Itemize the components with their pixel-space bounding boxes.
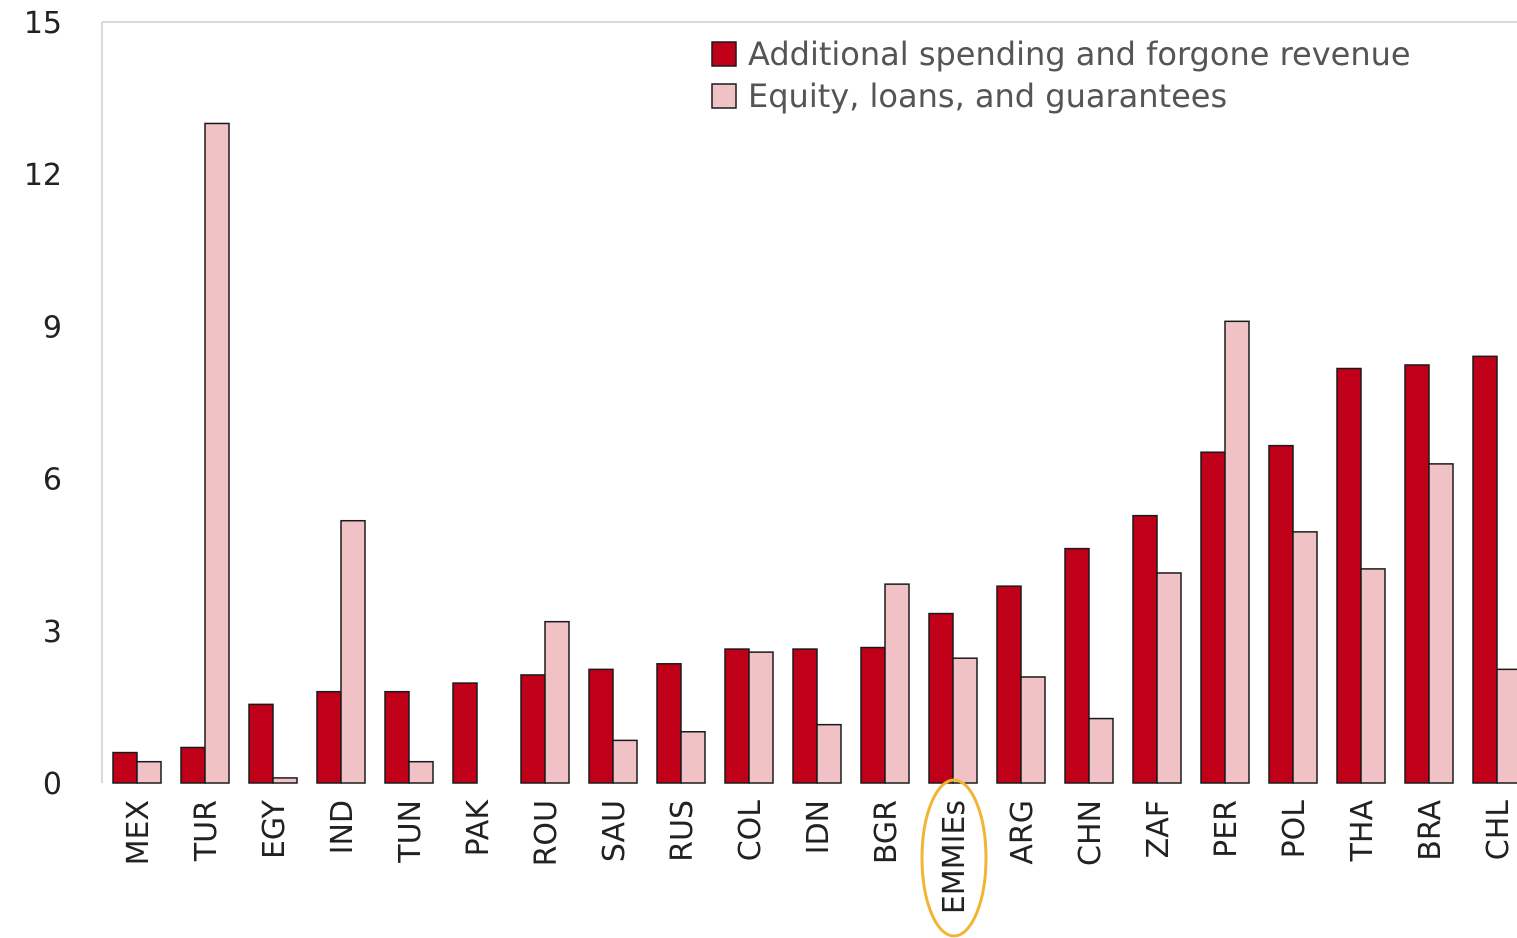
highlight-ellipse [920, 778, 988, 938]
x-tick-label-rus: RUS [665, 800, 700, 862]
bar-spending-per [1200, 451, 1226, 784]
y-tick-label: 0 [43, 767, 62, 802]
bar-spending-pol [1268, 444, 1294, 784]
x-tick-label-col: COL [733, 800, 768, 862]
bar-equity-emmies [952, 657, 978, 784]
x-tick-label-tur: TUR [189, 800, 224, 862]
bar-equity-col [748, 651, 774, 784]
bar-equity-arg [1020, 676, 1046, 784]
bar-spending-tun [384, 690, 410, 784]
y-tick-label: 15 [24, 6, 62, 41]
x-tick-label-mex: MEX [121, 800, 156, 865]
bar-equity-sau [612, 739, 638, 784]
legend-label-spending: Additional spending and forgone revenue [748, 35, 1411, 73]
bar-spending-chl [1472, 355, 1498, 784]
y-tick-label: 9 [43, 310, 62, 345]
bar-equity-pol [1292, 531, 1318, 784]
plot-frame [101, 21, 1517, 783]
x-tick-label-emmies: EMMIEs [937, 800, 972, 914]
bar-spending-arg [996, 585, 1022, 784]
bar-spending-emmies [928, 612, 954, 784]
bar-equity-tha [1360, 568, 1386, 784]
bar-spending-mex [112, 751, 138, 784]
x-tick-label-egy: EGY [257, 799, 292, 859]
bar-equity-tur [204, 122, 230, 784]
bar-spending-sau [588, 668, 614, 784]
x-tick-label-ind: IND [325, 800, 360, 854]
bar-equity-bra [1428, 463, 1454, 784]
bar-spending-zaf [1132, 514, 1158, 784]
y-tick-label: 6 [43, 463, 62, 498]
x-tick-label-chn: CHN [1073, 800, 1108, 866]
bar-spending-egy [248, 703, 274, 784]
legend-swatch-spending [711, 41, 737, 67]
bar-equity-idn [816, 723, 842, 784]
legend-swatch-equity [711, 83, 737, 109]
bar-equity-ind [340, 519, 366, 784]
bar-spending-col [724, 648, 750, 784]
x-tick-label-pak: PAK [461, 799, 496, 857]
bar-spending-bra [1404, 364, 1430, 784]
bar-equity-chn [1088, 717, 1114, 784]
x-tick-label-chl: CHL [1481, 800, 1516, 861]
bar-spending-chn [1064, 547, 1090, 784]
legend-label-equity: Equity, loans, and guarantees [748, 77, 1227, 115]
bar-spending-tha [1336, 367, 1362, 784]
x-tick-label-sau: SAU [597, 800, 632, 862]
x-tick-label-idn: IDN [801, 800, 836, 854]
bar-equity-bgr [884, 583, 910, 784]
y-axis-ticks: 0 3 6 9 12 15 [24, 6, 62, 802]
x-tick-label-tha: THA [1345, 800, 1380, 863]
bar-equity-egy [272, 777, 298, 784]
x-tick-label-per: PER [1209, 800, 1244, 858]
bar-spending-rus [656, 663, 682, 784]
bar-spending-ind [316, 690, 342, 784]
bar-equity-chl [1496, 668, 1517, 784]
x-tick-label-bgr: BGR [869, 800, 904, 864]
x-tick-label-zaf: ZAF [1141, 800, 1176, 858]
bar-spending-rou [520, 674, 546, 784]
x-tick-label-tun: TUN [393, 800, 428, 864]
x-tick-label-rou: ROU [529, 800, 564, 866]
bars [112, 122, 1517, 784]
y-tick-label: 3 [43, 615, 62, 650]
bar-equity-rou [544, 620, 570, 784]
bar-spending-bgr [860, 646, 886, 784]
bar-equity-zaf [1156, 572, 1182, 784]
x-axis-labels: MEX TUR EGY IND TUN PAK ROU SAU RUS COL IDN BGR EMMI… [121, 778, 1516, 938]
x-tick-label-pol: POL [1277, 800, 1312, 859]
bar-spending-idn [792, 648, 818, 784]
bar-equity-tun [408, 760, 434, 784]
bar-spending-tur [180, 746, 206, 784]
legend: Additional spending and forgone revenue … [711, 35, 1411, 115]
y-tick-label: 12 [24, 158, 62, 193]
bar-equity-rus [680, 731, 706, 784]
bar-spending-pak [452, 682, 478, 784]
bar-equity-per [1224, 320, 1250, 784]
x-tick-label-arg: ARG [1005, 800, 1040, 865]
x-tick-label-bra: BRA [1413, 800, 1448, 861]
bar-equity-mex [136, 760, 162, 784]
